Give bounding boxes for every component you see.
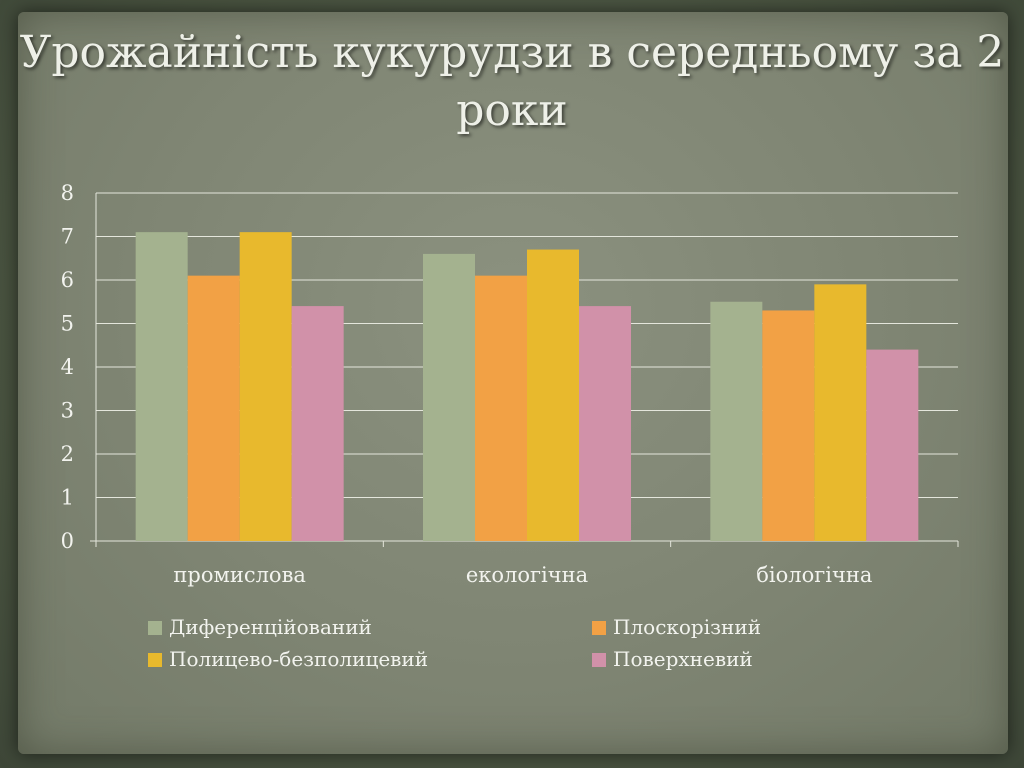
legend-label-series-3: Полицево-безполицевий [169,647,428,671]
x-tick-label-3: біологічна [756,563,872,587]
legend-label-series-4: Поверхневий [613,647,753,671]
y-tick-label-7: 7 [61,225,74,249]
bar-4-3 [866,350,918,541]
y-tick-label-5: 5 [61,312,74,336]
y-tick-label-3: 3 [61,399,74,423]
legend-label-series-1: Диференційований [169,615,372,639]
bar-2-2 [475,276,527,541]
y-tick-label-1: 1 [61,486,74,510]
bar-4-1 [292,306,344,541]
bar-2-1 [188,276,240,541]
bar-3-3 [814,284,866,541]
x-tick-label-2: екологічна [466,563,588,587]
legend-swatch-series-1 [148,621,162,635]
bar-1-1 [136,232,188,541]
bar-3-1 [240,232,292,541]
legend-item-series-4: Поверхневий [592,645,753,673]
legend-item-series-3: Полицево-безполицевий [148,645,428,673]
legend-item-series-1: Диференційований [148,613,372,641]
y-tick-label-6: 6 [61,268,74,292]
chart-legend: Диференційований Плоскорізний Полицево-б… [148,613,908,677]
legend-swatch-series-4 [592,653,606,667]
legend-label-series-2: Плоскорізний [613,615,761,639]
bar-1-2 [423,254,475,541]
legend-item-series-2: Плоскорізний [592,613,761,641]
bar-4-2 [579,306,631,541]
y-tick-label-8: 8 [61,181,74,205]
y-tick-label-2: 2 [61,442,74,466]
bar-2-3 [762,310,814,541]
legend-swatch-series-2 [592,621,606,635]
y-tick-label-0: 0 [61,529,74,553]
x-tick-label-1: промислова [173,563,306,587]
bar-3-2 [527,250,579,541]
bar-1-3 [710,302,762,541]
y-tick-label-4: 4 [61,355,74,379]
legend-swatch-series-3 [148,653,162,667]
